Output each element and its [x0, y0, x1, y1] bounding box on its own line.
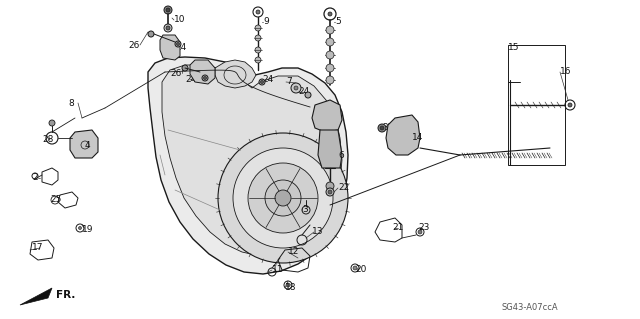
Text: 6: 6	[338, 151, 344, 160]
Text: 15: 15	[508, 43, 520, 53]
Circle shape	[218, 133, 348, 263]
Circle shape	[326, 64, 334, 72]
Text: 4: 4	[85, 140, 91, 150]
Text: 18: 18	[285, 284, 296, 293]
Circle shape	[326, 188, 334, 196]
Circle shape	[294, 86, 298, 90]
Text: 24: 24	[175, 43, 186, 53]
Polygon shape	[312, 100, 342, 132]
Circle shape	[148, 31, 154, 37]
Text: FR.: FR.	[56, 290, 76, 300]
Text: 28: 28	[42, 136, 53, 145]
Text: 20: 20	[355, 265, 366, 275]
Circle shape	[305, 92, 311, 98]
Text: 21: 21	[392, 224, 403, 233]
Circle shape	[326, 38, 334, 46]
Circle shape	[79, 226, 81, 229]
Circle shape	[175, 41, 181, 47]
Circle shape	[378, 124, 386, 132]
Text: 7: 7	[286, 78, 292, 86]
Text: 19: 19	[82, 226, 93, 234]
Polygon shape	[20, 288, 52, 305]
Polygon shape	[148, 57, 348, 274]
Polygon shape	[162, 65, 342, 256]
Text: 12: 12	[288, 248, 300, 256]
Circle shape	[568, 103, 572, 107]
Circle shape	[326, 51, 334, 59]
Text: 24: 24	[298, 87, 309, 97]
Polygon shape	[160, 35, 180, 60]
Text: 16: 16	[560, 68, 572, 77]
Circle shape	[177, 42, 179, 46]
Circle shape	[380, 126, 384, 130]
Circle shape	[255, 47, 261, 53]
Circle shape	[233, 148, 333, 248]
Text: 26: 26	[170, 69, 181, 78]
Circle shape	[204, 77, 207, 79]
Polygon shape	[70, 130, 98, 158]
Polygon shape	[386, 115, 420, 155]
Circle shape	[259, 79, 265, 85]
Circle shape	[265, 180, 301, 216]
Text: 2: 2	[32, 174, 38, 182]
Circle shape	[353, 266, 357, 270]
Circle shape	[166, 8, 170, 12]
Text: 9: 9	[263, 18, 269, 26]
Polygon shape	[318, 130, 342, 168]
Circle shape	[260, 80, 264, 84]
Circle shape	[275, 190, 291, 206]
Circle shape	[326, 76, 334, 84]
Circle shape	[328, 12, 332, 16]
Text: 25: 25	[50, 196, 61, 204]
Text: 27: 27	[382, 123, 394, 132]
Circle shape	[164, 6, 172, 14]
Circle shape	[291, 83, 301, 93]
Text: 14: 14	[412, 133, 424, 143]
Circle shape	[326, 182, 334, 190]
Text: 24: 24	[262, 76, 273, 85]
Polygon shape	[190, 60, 215, 84]
Circle shape	[49, 120, 55, 126]
Circle shape	[256, 10, 260, 14]
Text: 8: 8	[68, 99, 74, 108]
Text: 3: 3	[302, 205, 308, 214]
Circle shape	[166, 26, 170, 30]
Circle shape	[286, 283, 290, 287]
Circle shape	[255, 57, 261, 63]
Circle shape	[202, 75, 208, 81]
Text: 17: 17	[32, 243, 44, 253]
Text: 26: 26	[128, 41, 140, 49]
Polygon shape	[215, 60, 256, 88]
Text: SG43-A07ccA: SG43-A07ccA	[502, 303, 559, 313]
Circle shape	[418, 230, 422, 234]
Circle shape	[255, 25, 261, 31]
Circle shape	[182, 65, 188, 71]
Text: 13: 13	[312, 227, 323, 236]
Text: 24: 24	[185, 76, 196, 85]
Circle shape	[248, 163, 318, 233]
Circle shape	[326, 26, 334, 34]
Text: 10: 10	[174, 16, 186, 25]
Text: 5: 5	[335, 18, 340, 26]
Circle shape	[164, 24, 172, 32]
Text: 23: 23	[418, 224, 429, 233]
Circle shape	[255, 35, 261, 41]
Text: 11: 11	[272, 265, 284, 275]
Circle shape	[328, 190, 332, 194]
Text: 22: 22	[338, 183, 349, 192]
